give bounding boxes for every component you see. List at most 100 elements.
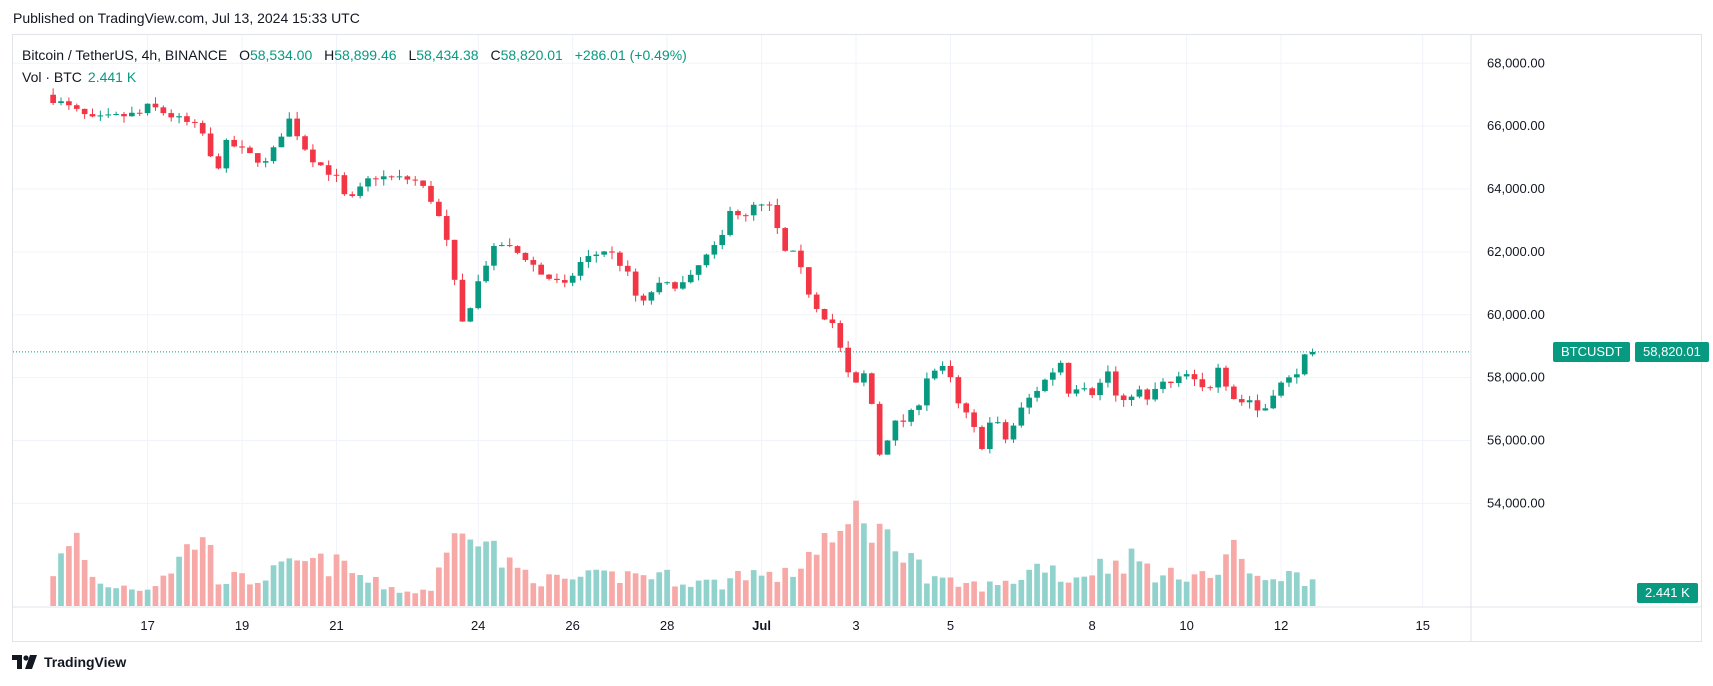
published-info: Published on TradingView.com, Jul 13, 20… [13, 10, 360, 26]
candle-body [845, 347, 851, 373]
candle-body [428, 185, 434, 202]
candle-body [247, 147, 253, 154]
volume-bar [648, 579, 655, 606]
volume-bar [66, 546, 72, 606]
volume-bar [640, 575, 647, 606]
volume-bar [1010, 583, 1017, 606]
candle-body [955, 377, 962, 404]
volume-bar [491, 540, 497, 606]
candle-body [168, 113, 175, 118]
volume-bar [538, 586, 545, 606]
tradingview-logo-icon [12, 655, 37, 669]
volume-bar [1026, 569, 1033, 606]
open-value: 58,534.00 [249, 47, 313, 63]
candle-body [711, 245, 718, 255]
time-axis-label: 28 [660, 618, 674, 633]
candle-body [900, 420, 907, 422]
volume-bar [585, 570, 592, 606]
candle-body [129, 112, 135, 117]
candle-body [412, 179, 419, 181]
volume-bar [522, 569, 529, 606]
volume-bar [436, 567, 442, 606]
volume-bar [1231, 539, 1237, 606]
volume-bar [924, 583, 930, 606]
volume-bar [1293, 572, 1300, 606]
volume-bar [1175, 579, 1182, 606]
candle-body [561, 280, 568, 283]
candle-body [349, 194, 356, 196]
time-axis-label: 15 [1416, 618, 1430, 633]
candle-body [215, 156, 222, 169]
candle-body [916, 405, 922, 410]
volume-bar [1223, 554, 1229, 606]
volume-bar [1262, 580, 1269, 606]
candle-body [987, 422, 993, 449]
volume-bar [341, 560, 348, 606]
volume-bar [798, 568, 804, 606]
volume-bar [1120, 573, 1127, 606]
candle-body [451, 239, 458, 280]
price-axis-label: 68,000.00 [1487, 55, 1545, 70]
candle-body [624, 265, 631, 272]
price-axis-label: 54,000.00 [1487, 495, 1545, 510]
volume-bar [365, 582, 371, 606]
candle-body [498, 245, 505, 247]
volume-bar [546, 574, 552, 606]
volume-bar [1097, 558, 1103, 606]
volume-bar [947, 577, 954, 606]
candle-body [1097, 382, 1103, 396]
volume-bar [144, 589, 151, 606]
volume-bar [459, 533, 466, 606]
candle-body [1026, 397, 1033, 408]
candle-body [1246, 400, 1253, 403]
change-value: +286.01 (+0.49%) [574, 47, 687, 63]
candle-body [1270, 395, 1277, 409]
chart-frame [12, 34, 1702, 642]
candle-body [184, 116, 190, 122]
volume-bar [428, 590, 434, 606]
tradingview-brand[interactable]: TradingView [12, 654, 126, 670]
candle-body [577, 261, 584, 276]
volume-bar [1042, 572, 1048, 606]
volume-bar [790, 576, 796, 606]
volume-bar [845, 524, 851, 606]
candle-body [585, 256, 592, 262]
candle-body [317, 162, 324, 166]
candle-body [971, 412, 977, 427]
candle-body [931, 370, 938, 379]
candle-body [680, 282, 686, 289]
candle-body [1168, 381, 1174, 383]
price-axis-label: 62,000.00 [1487, 244, 1545, 259]
candle-body [373, 178, 379, 180]
candle-body [121, 113, 127, 117]
symbol-price-tag: BTCUSDT [1553, 341, 1631, 362]
volume-label[interactable]: Vol · BTC [22, 69, 82, 85]
candle-body [341, 175, 348, 195]
volume-bar [475, 546, 482, 606]
candle-body [1002, 422, 1009, 440]
candle-body [1089, 388, 1096, 396]
volume-bar [1144, 563, 1151, 606]
volume-bar [176, 556, 182, 606]
candle-body [325, 165, 332, 175]
volume-bar [750, 570, 757, 606]
candle-body [1018, 407, 1025, 426]
volume-bar [884, 529, 891, 606]
volume-bar [168, 573, 175, 606]
volume-bar [97, 583, 104, 606]
price-axis-label: 66,000.00 [1487, 118, 1545, 133]
volume-bar [191, 549, 198, 606]
symbol-title[interactable]: Bitcoin / TetherUS, 4h, BINANCE [22, 47, 228, 63]
candle-body [1199, 379, 1206, 388]
volume-bar [325, 576, 332, 606]
candle-body [782, 228, 789, 251]
candle-body [703, 254, 710, 266]
time-axis-label: 24 [471, 618, 485, 633]
candle-body [191, 121, 198, 123]
candle-body [144, 103, 151, 114]
volume-bar [632, 573, 639, 606]
volume-bar [672, 586, 678, 606]
time-axis-label: 5 [947, 618, 954, 633]
volume-bar [357, 575, 363, 606]
